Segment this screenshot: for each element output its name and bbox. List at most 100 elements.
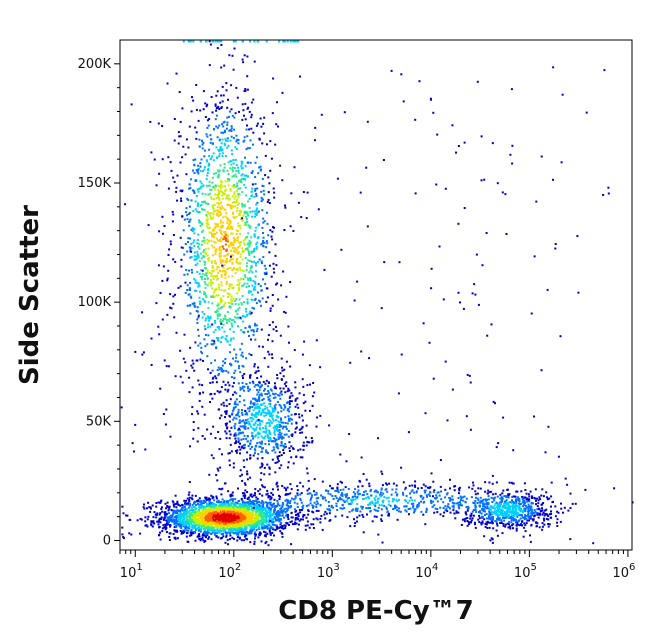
- event-dot: [200, 278, 203, 281]
- event-dot: [232, 418, 235, 421]
- event-dot: [260, 524, 263, 526]
- event-dot: [202, 141, 205, 144]
- event-dot: [172, 512, 175, 515]
- event-dot: [195, 310, 198, 312]
- event-dot: [273, 196, 276, 199]
- event-dot: [246, 302, 249, 305]
- event-dot: [211, 176, 214, 179]
- event-dot: [210, 239, 213, 242]
- event-dot: [193, 502, 196, 505]
- event-dot: [250, 509, 253, 512]
- event-dot: [248, 285, 251, 288]
- event-dot: [228, 306, 231, 308]
- event-dot: [263, 241, 266, 244]
- event-dot: [255, 192, 258, 195]
- event-dot: [197, 211, 200, 214]
- event-dot: [212, 376, 215, 379]
- event-dot: [215, 107, 218, 110]
- event-dot: [196, 239, 199, 241]
- event-dot: [236, 530, 239, 533]
- event-dot: [282, 452, 285, 454]
- event-dot: [266, 433, 269, 436]
- event-dot: [168, 539, 171, 541]
- event-dot: [246, 298, 249, 301]
- event-dot: [218, 185, 221, 188]
- event-dot: [259, 165, 262, 168]
- event-dot: [254, 398, 257, 401]
- event-dot: [195, 523, 198, 526]
- event-dot: [257, 224, 260, 227]
- event-dot: [245, 383, 248, 385]
- event-dot: [186, 304, 189, 307]
- event-dot: [237, 441, 240, 444]
- event-dot: [279, 434, 282, 437]
- event-dot: [231, 409, 234, 412]
- event-dot: [225, 197, 227, 200]
- event-dot: [255, 529, 258, 532]
- event-dot: [244, 186, 247, 189]
- event-dot: [168, 512, 170, 515]
- event-dot: [226, 137, 229, 140]
- event-dot: [162, 232, 164, 235]
- event-dot: [238, 212, 241, 215]
- event-dot: [218, 328, 221, 331]
- event-dot: [236, 501, 239, 504]
- event-dot: [234, 518, 237, 521]
- event-dot: [251, 528, 254, 531]
- event-dot: [197, 412, 200, 415]
- event-dot: [271, 407, 274, 410]
- event-dot: [217, 526, 220, 529]
- event-dot: [223, 163, 226, 166]
- event-dot: [180, 200, 183, 202]
- event-dot: [262, 278, 264, 281]
- event-dot: [289, 400, 292, 403]
- event-dot: [228, 260, 231, 263]
- event-dot: [261, 408, 264, 411]
- event-dot: [205, 317, 208, 320]
- event-dot: [172, 533, 175, 535]
- event-dot: [174, 293, 176, 296]
- event-dot: [159, 531, 161, 534]
- event-dot: [235, 392, 238, 395]
- event-dot: [186, 214, 189, 217]
- event-dot: [216, 512, 219, 515]
- event-dot: [217, 469, 220, 472]
- event-dot: [220, 230, 223, 233]
- event-dot: [216, 223, 219, 226]
- event-dot: [174, 375, 177, 378]
- event-dot: [220, 180, 223, 183]
- event-dot: [198, 504, 201, 507]
- event-dot: [230, 518, 233, 521]
- event-dot: [230, 258, 233, 260]
- event-dot: [252, 409, 255, 412]
- event-dot: [196, 253, 199, 256]
- event-dot: [282, 503, 285, 506]
- event-dot: [258, 522, 261, 524]
- event-dot: [187, 237, 190, 240]
- event-dot: [216, 526, 219, 528]
- event-dot: [158, 525, 161, 528]
- event-dot: [214, 262, 217, 265]
- event-dot: [215, 474, 218, 476]
- event-dot: [207, 202, 210, 205]
- event-dot: [287, 518, 290, 521]
- event-dot: [250, 260, 253, 263]
- event-dot: [188, 523, 191, 526]
- event-dot: [241, 58, 244, 61]
- event-dot: [237, 316, 240, 319]
- event-dot: [226, 240, 229, 243]
- event-dot: [252, 143, 254, 146]
- event-dot: [247, 508, 250, 511]
- event-dot: [252, 418, 255, 421]
- event-dot: [260, 502, 263, 505]
- event-dot: [215, 94, 218, 97]
- event-dot: [218, 124, 221, 127]
- event-dot: [179, 236, 182, 239]
- event-dot: [292, 447, 294, 450]
- event-dot: [213, 518, 215, 521]
- event-dot: [238, 110, 240, 113]
- event-dot: [305, 444, 308, 447]
- event-dot: [224, 361, 226, 364]
- event-dot: [153, 522, 156, 525]
- event-dot: [209, 216, 212, 219]
